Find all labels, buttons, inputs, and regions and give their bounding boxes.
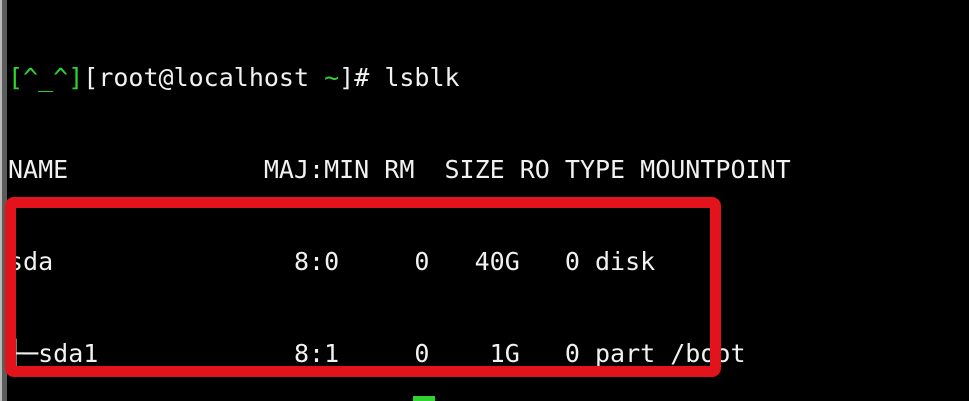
terminal-output: [^_^][root@localhost ~]# lsblk NAME MAJ:… [8, 1, 791, 401]
prompt-close: ]# [339, 62, 385, 92]
prompt-line: [^_^][root@localhost ~]# lsblk [8, 63, 791, 94]
terminal-cursor [413, 396, 435, 401]
window-edge-dark [2, 0, 7, 401]
typed-command: lsblk [384, 62, 460, 92]
prompt-emoticon: [^_^] [8, 62, 84, 92]
table-row-sda: sda 8:0 0 40G 0 disk [8, 247, 656, 277]
table-row-sda1: ├─sda1 8:1 0 1G 0 part /boot [8, 339, 746, 369]
table-header-row: NAME MAJ:MIN RM SIZE RO TYPE MOUNTPOINT [8, 154, 791, 184]
window-edge-light [0, 0, 2, 401]
prompt-user-host: [root@localhost [83, 62, 325, 92]
prompt-tilde: ~ [324, 62, 340, 92]
